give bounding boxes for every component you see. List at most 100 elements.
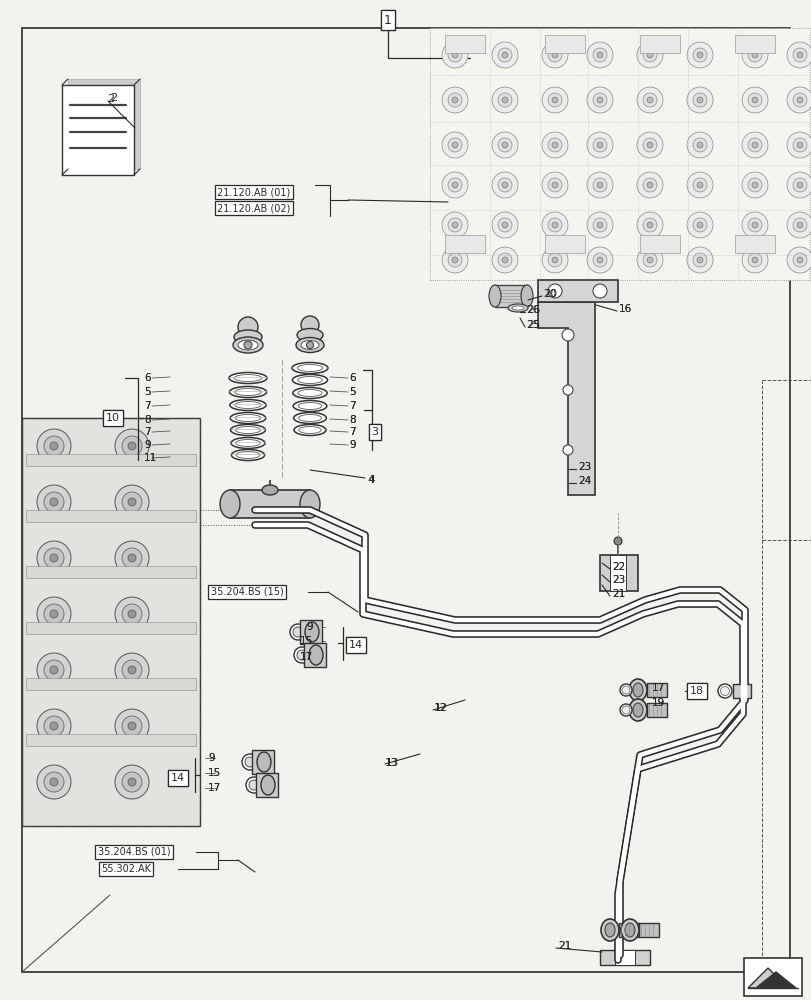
Bar: [26, 454, 195, 466]
Circle shape: [452, 97, 457, 103]
Circle shape: [562, 445, 573, 455]
Polygon shape: [599, 555, 637, 591]
Bar: [251, 750, 273, 774]
Ellipse shape: [294, 424, 325, 436]
Text: 8: 8: [144, 415, 150, 425]
Circle shape: [792, 218, 806, 232]
Text: 17: 17: [208, 783, 221, 793]
Ellipse shape: [621, 706, 629, 714]
Circle shape: [115, 485, 148, 519]
Circle shape: [747, 178, 761, 192]
Circle shape: [44, 604, 64, 624]
Ellipse shape: [305, 622, 319, 642]
Text: 7: 7: [349, 427, 355, 437]
Bar: [734, 35, 774, 53]
Ellipse shape: [238, 340, 258, 350]
Text: 4: 4: [367, 475, 374, 485]
Text: 10: 10: [106, 413, 120, 423]
Text: 13: 13: [385, 758, 399, 768]
Ellipse shape: [229, 372, 267, 383]
Ellipse shape: [717, 684, 731, 698]
Circle shape: [44, 772, 64, 792]
Text: 6: 6: [144, 373, 150, 383]
Circle shape: [646, 97, 652, 103]
Circle shape: [128, 666, 135, 674]
Bar: [26, 566, 195, 578]
Circle shape: [448, 93, 461, 107]
Text: 23: 23: [577, 462, 590, 472]
Polygon shape: [538, 280, 617, 302]
Circle shape: [646, 222, 652, 228]
Circle shape: [448, 253, 461, 267]
Bar: [646, 703, 666, 717]
Bar: [22, 418, 200, 826]
Text: 2: 2: [109, 93, 117, 103]
Circle shape: [646, 142, 652, 148]
Circle shape: [547, 48, 561, 62]
Ellipse shape: [298, 376, 322, 383]
Circle shape: [596, 257, 603, 263]
Circle shape: [301, 316, 319, 334]
Ellipse shape: [234, 330, 262, 344]
Circle shape: [646, 52, 652, 58]
Circle shape: [692, 218, 706, 232]
Circle shape: [501, 142, 508, 148]
Circle shape: [596, 142, 603, 148]
Ellipse shape: [297, 650, 307, 660]
Ellipse shape: [242, 754, 258, 770]
Text: 9: 9: [349, 440, 355, 450]
Circle shape: [122, 772, 142, 792]
Text: 5: 5: [144, 387, 150, 397]
Circle shape: [448, 218, 461, 232]
Circle shape: [741, 172, 767, 198]
Text: 8: 8: [349, 415, 355, 425]
Text: 17: 17: [299, 652, 312, 662]
Ellipse shape: [298, 414, 321, 422]
Text: 35.204.BS (01): 35.204.BS (01): [97, 847, 170, 857]
Bar: [609, 555, 625, 591]
Circle shape: [128, 442, 135, 450]
Circle shape: [541, 172, 568, 198]
Circle shape: [115, 709, 148, 743]
Circle shape: [441, 212, 467, 238]
Circle shape: [551, 142, 557, 148]
Text: 5: 5: [349, 387, 355, 397]
Ellipse shape: [246, 777, 262, 793]
Circle shape: [613, 537, 621, 545]
Circle shape: [696, 52, 702, 58]
Circle shape: [128, 778, 135, 786]
Circle shape: [491, 247, 517, 273]
Circle shape: [44, 548, 64, 568]
Circle shape: [501, 97, 508, 103]
Circle shape: [786, 42, 811, 68]
Circle shape: [122, 604, 142, 624]
Circle shape: [796, 222, 802, 228]
Ellipse shape: [230, 399, 266, 410]
Circle shape: [501, 257, 508, 263]
Circle shape: [686, 212, 712, 238]
Circle shape: [696, 97, 702, 103]
Circle shape: [596, 222, 603, 228]
Ellipse shape: [234, 374, 261, 381]
Text: 5: 5: [349, 387, 355, 397]
Circle shape: [562, 385, 573, 395]
Text: 15: 15: [208, 768, 221, 778]
Circle shape: [747, 218, 761, 232]
Circle shape: [541, 87, 568, 113]
Circle shape: [747, 93, 761, 107]
Circle shape: [686, 132, 712, 158]
Ellipse shape: [629, 699, 646, 721]
Circle shape: [128, 610, 135, 618]
Circle shape: [646, 182, 652, 188]
Circle shape: [692, 178, 706, 192]
Circle shape: [586, 247, 612, 273]
Text: 9: 9: [349, 440, 355, 450]
Circle shape: [642, 253, 656, 267]
Circle shape: [747, 253, 761, 267]
Ellipse shape: [508, 304, 527, 312]
Circle shape: [792, 178, 806, 192]
Circle shape: [122, 436, 142, 456]
Ellipse shape: [234, 401, 261, 408]
Text: 16: 16: [618, 304, 632, 314]
Text: 26: 26: [526, 305, 539, 315]
